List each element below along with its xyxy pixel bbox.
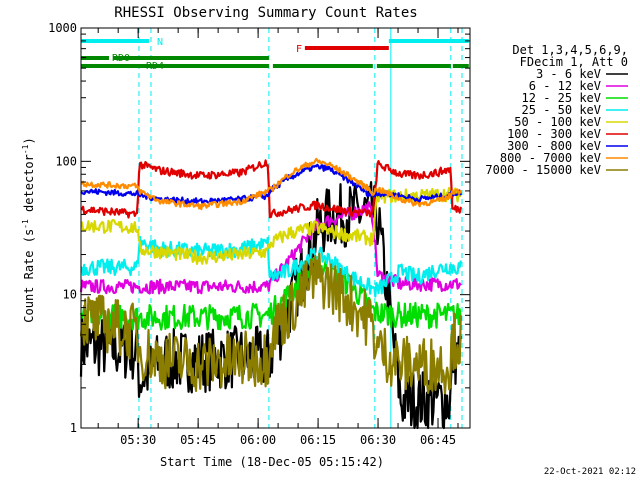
legend-label-4: 50 - 100 keV <box>514 115 601 129</box>
x-tick-label-4: 06:30 <box>360 433 396 447</box>
x-tick-label-1: 05:45 <box>180 433 216 447</box>
legend-label-1: 6 - 12 keV <box>529 79 601 93</box>
legend-label-2: 12 - 25 keV <box>522 91 601 105</box>
legend-label-3: 25 - 50 keV <box>522 103 601 117</box>
legend-label-0: 3 - 6 keV <box>536 67 601 81</box>
series-line-2 <box>79 256 462 331</box>
x-axis-label: Start Time (18-Dec-05 05:15:42) <box>160 455 384 469</box>
y-tick-label-0: 1 <box>70 421 77 435</box>
x-tick-label-3: 06:15 <box>300 433 336 447</box>
vertical-markers <box>138 28 463 428</box>
legend-label-7: 800 - 7000 keV <box>500 151 601 165</box>
f-label: F <box>296 44 302 55</box>
y-tick-label-2: 100 <box>55 154 77 168</box>
legend-label-8: 7000 - 15000 keV <box>485 163 601 177</box>
footer-timestamp: 22-Oct-2021 02:12 <box>544 467 636 477</box>
legend-header-line-1: Det 1,3,4,5,6,9, <box>512 43 628 57</box>
legend-header-line-2: FDecim 1, Att 0 <box>520 55 628 69</box>
x-tick-label-5: 06:45 <box>420 433 456 447</box>
legend-label-5: 100 - 300 keV <box>507 127 601 141</box>
series-layer <box>79 157 462 430</box>
plot-frame <box>80 27 471 429</box>
y-tick-label-3: 1000 <box>48 21 77 35</box>
series-line-5 <box>80 159 462 219</box>
chart-title: RHESSI Observing Summary Count Rates <box>114 5 417 21</box>
series-line-8 <box>79 252 462 395</box>
rd0-label: RD0 <box>112 53 130 64</box>
x-tick-label-0: 05:30 <box>120 433 156 447</box>
rd4-label: RD4 <box>146 61 164 72</box>
annotation-layer: N F RD0 RD4 <box>81 37 469 72</box>
series-line-7 <box>80 157 462 211</box>
y-tick-label-1: 10 <box>63 288 77 302</box>
legend-label-6: 300 - 800 keV <box>507 139 601 153</box>
n-label: N <box>157 37 163 48</box>
x-tick-label-2: 06:00 <box>240 433 276 447</box>
series-line-3 <box>80 235 462 298</box>
axes: 1 10 100 1000 05:30 05:45 06:00 06:15 06:30 06:45 <box>48 21 471 447</box>
y-axis-label: Count Rate (s-1 detector-1) <box>21 137 36 322</box>
legend: Det 1,3,4,5,6,9, FDecim 1, Att 0 3 - 6 k… <box>485 43 628 177</box>
